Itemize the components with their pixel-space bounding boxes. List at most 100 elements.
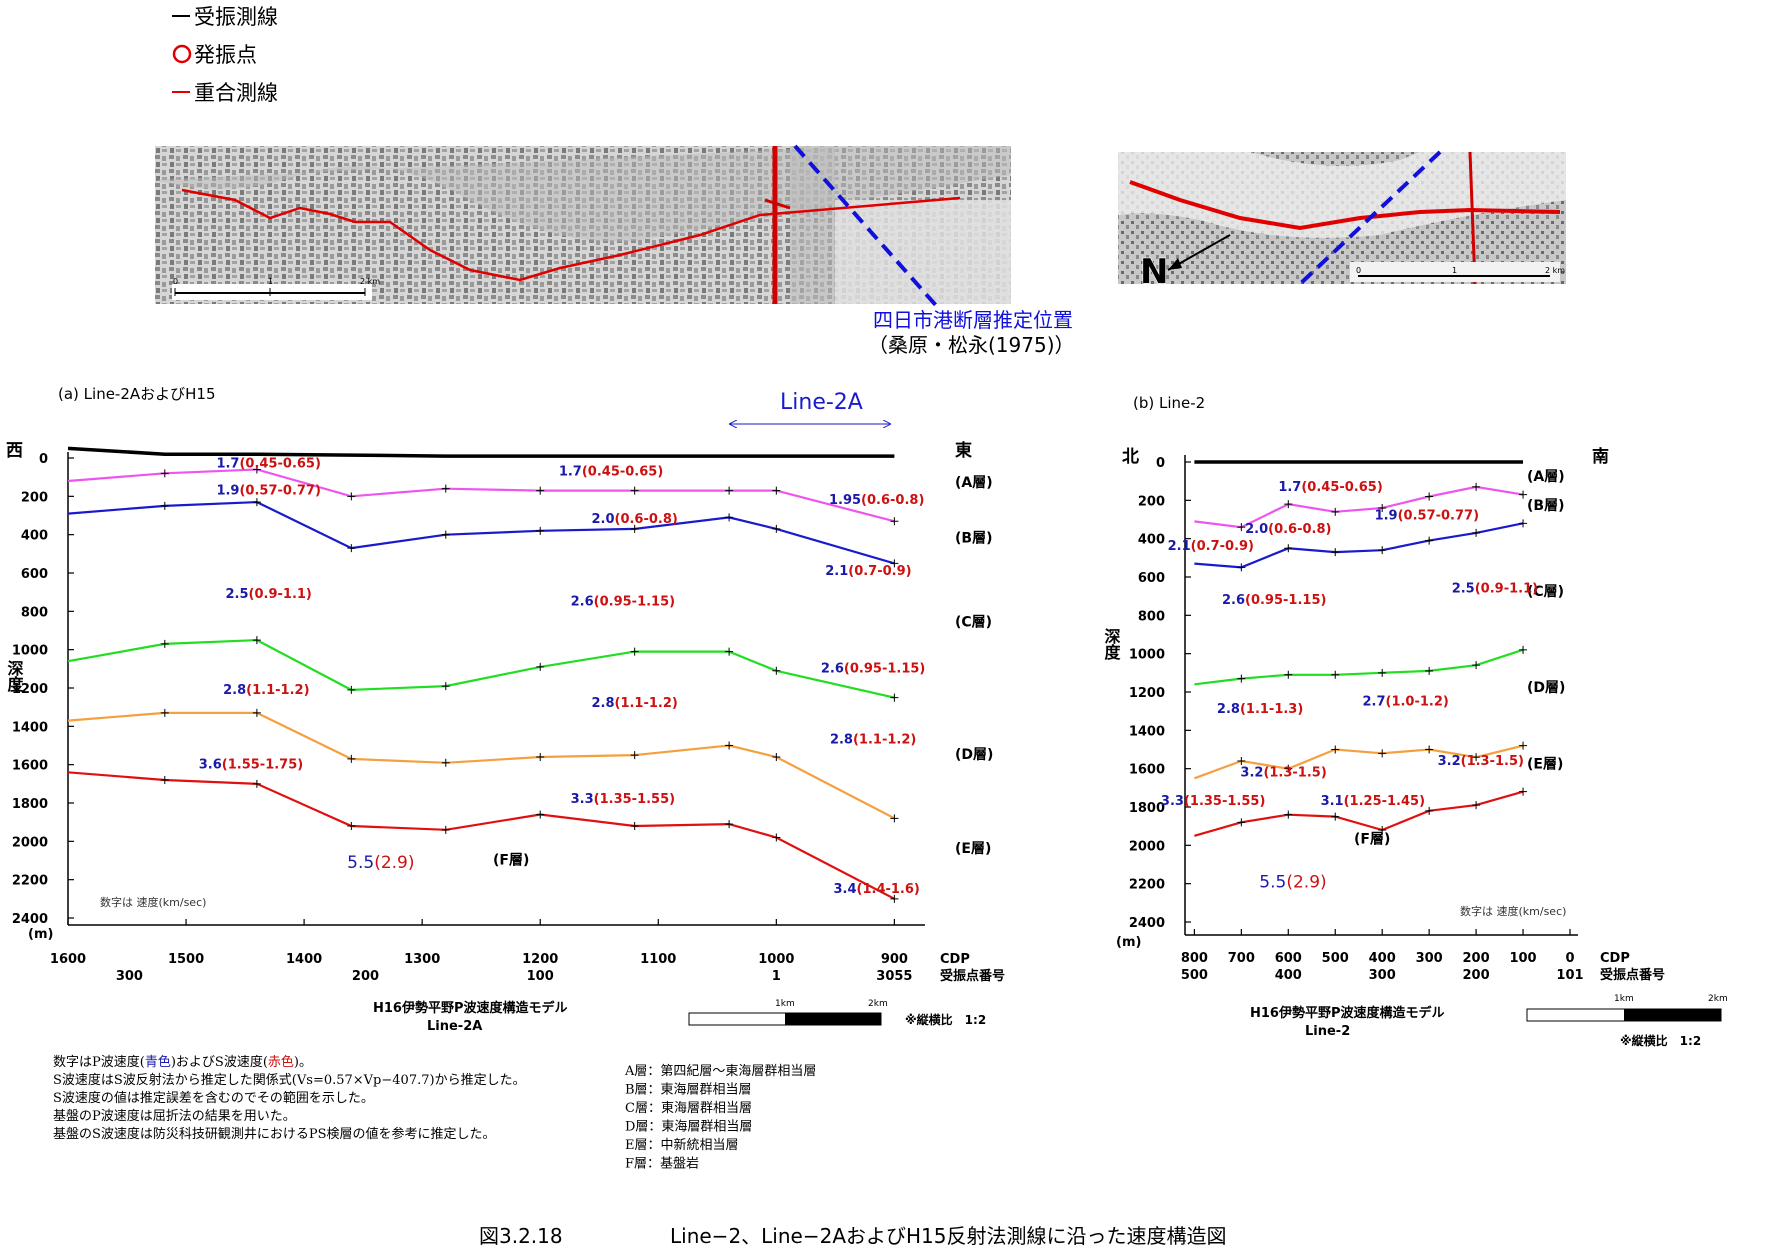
data-point-marker [252,498,261,507]
fault-line-b [1298,150,1442,286]
s-velocity: (1.3-1.5) [1461,754,1524,769]
p-velocity: 3.2 [1240,765,1263,780]
p-velocity: 5.5 [1259,873,1286,893]
data-point-marker [441,484,450,493]
data-point-marker [441,825,450,834]
chart-a: (a) Line-2AおよびH15 Line-2A 西 東 深度 (m) 0 20… [5,385,1006,1034]
series-line-F [1194,790,1524,837]
p-velocity: 2.8 [1217,702,1240,717]
data-point-marker [1425,536,1434,545]
chart-b-ratio: ※縦横比 1:2 [1620,1033,1701,1048]
cdp-tick-label: 1500 [168,952,204,967]
velocity-label: 1.9(0.57-0.77) [216,483,320,498]
s-velocity: (0.57-0.77) [1398,509,1479,524]
p-velocity: 3.3 [571,792,594,807]
velocity-label: 2.8(1.1-1.3) [1217,702,1303,717]
cdp-tick-label: 900 [881,952,908,967]
cdp-tick-label: 200 [1463,951,1490,966]
data-point-marker [160,776,169,784]
ytick-label: 1200 [12,682,48,697]
note-line: S波速度はS波反射法から推定した関係式(Vs=0.57×Vp−407.7)から推… [53,1072,526,1088]
data-point-marker [725,741,734,750]
ytick-label: 800 [1138,609,1165,624]
map-b-scale-2: 2 km [1545,266,1565,275]
s-velocity: (1.1-1.3) [1240,702,1303,717]
chart-b-note: 数字は 速度(km/sec) [1460,904,1566,918]
shot-tick-label: 300 [1369,968,1396,983]
ytick-label: 1600 [1129,763,1165,778]
ytick-label: 600 [1138,571,1165,586]
note-line: 数字はP波速度(青色)およびS波速度(赤色)。 [53,1054,312,1070]
series-line-D [67,638,895,699]
data-point-marker [441,530,450,539]
p-velocity: 2.1 [1168,539,1191,554]
data-point-marker [630,486,639,495]
layer-label: (B層) [1527,498,1564,514]
p-velocity: 2.5 [226,587,249,602]
map-b-stack-line [1129,180,1561,231]
data-point-marker [347,685,356,694]
data-point-marker [890,559,899,568]
note-segment: 基盤のP波速度は屈折法の結果を用いた。 [53,1108,296,1124]
data-point-marker [1425,806,1434,815]
map-b-scale-0: 0 [1356,266,1361,275]
chart-b-scale-2km: 2km [1708,994,1728,1004]
chart-b-shot-label: 受振点番号 [1600,967,1665,983]
data-point-marker [772,833,781,842]
note-segment: S波速度の値は推定誤差を含むのでその範囲を示した。 [53,1090,374,1106]
chart-a-yunit: (m) [28,927,53,942]
velocity-label: 3.3(1.35-1.55) [571,792,675,807]
data-point-marker [1284,764,1293,773]
data-point-marker [160,639,169,648]
s-velocity: (0.95-1.15) [1245,593,1326,608]
data-point-marker [1519,519,1528,528]
chart-a-xticks: 1600 1500 1400 1300 1200 1100 1000 900 300 200 100… [50,919,912,984]
shot-tick-label: 300 [116,969,143,984]
data-point-marker [252,708,261,717]
s-velocity: (0.95-1.15) [844,662,925,677]
velocity-label: 2.0(0.6-0.8) [591,512,677,527]
shot-tick-label: 200 [352,969,379,984]
velocity-label: 3.6(1.55-1.75) [199,758,303,773]
velocity-label: 1.7(0.45-0.65) [1278,480,1382,495]
ytick-label: 1200 [1129,686,1165,701]
shot-tick-label: 101 [1556,968,1583,983]
s-velocity: (0.6-0.8) [861,493,924,508]
chart-a-west-label: 西 [6,441,23,461]
ytick-label: 600 [21,567,48,582]
ytick-label: 400 [21,529,48,544]
data-point-marker [725,647,734,656]
data-point-marker [772,666,781,675]
ytick-label: 2200 [12,874,48,889]
data-point-marker [1472,661,1481,670]
s-velocity: (1.1-1.2) [853,733,916,748]
data-point-marker [1472,801,1481,810]
layer-label: (B層) [955,530,992,546]
chart-b-series [1194,460,1528,837]
data-point-marker [160,469,169,478]
ytick-label: 2400 [12,912,48,927]
data-point-marker [772,486,781,495]
s-velocity: (1.35-1.55) [1184,794,1265,809]
s-velocity: (0.45-0.65) [1301,480,1382,495]
caption-number: 図3.2.18 [479,1224,563,1247]
chart-b-labels: (A層) (B層) (C層) (D層) (E層) (F層) 1.7(0.45-0.65) 2.… [1161,469,1565,892]
cdp-tick-label: 500 [1322,951,1349,966]
velocity-label: 2.1(0.7-0.9) [825,564,911,579]
chart-b-yunit: (m) [1116,935,1141,950]
chart-b-yticks: 0 200 400 600 800 1000 1200 1400 1600 1800 2000 220… [1129,456,1191,931]
data-point-marker [1331,745,1340,754]
velocity-label: 2.7(1.0-1.2) [1362,694,1448,709]
cdp-tick-label: 800 [1181,951,1208,966]
map-a-port [790,146,835,304]
cdp-tick-label: 1100 [640,952,676,967]
layer-label: (E層) [955,841,991,857]
p-velocity: 2.0 [1245,522,1268,537]
p-velocity: 2.7 [1362,694,1385,709]
series-line-E [1194,744,1524,780]
data-point-marker [630,524,639,533]
s-velocity: (1.0-1.2) [1386,694,1449,709]
note-segment: 赤色 [268,1054,294,1070]
data-point-marker [252,636,261,645]
